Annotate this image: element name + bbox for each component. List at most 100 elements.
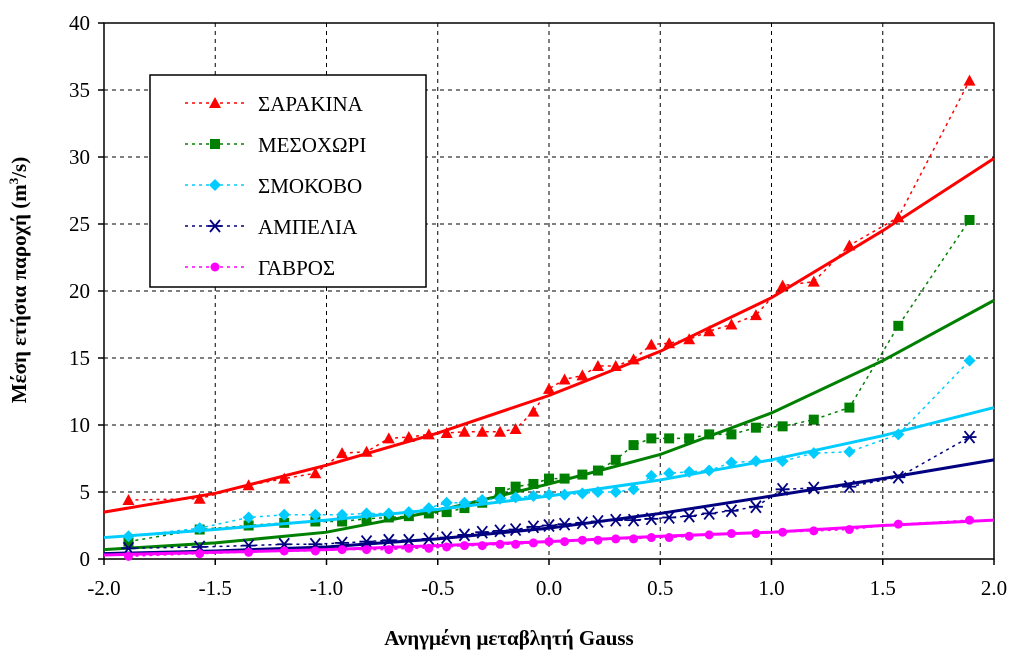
series-triangle-point [122,494,135,506]
series-asterisk-point [682,509,697,523]
asterisk-stroke [527,520,540,534]
series-asterisk-point [381,533,396,547]
series-circle-point [965,515,975,525]
series-circle-point [809,526,819,536]
asterisk-stroke [209,219,221,233]
series-diamond-point [440,496,453,509]
asterisk-stroke [703,506,715,521]
legend-diamond-swatch-marker [209,179,221,191]
series-circle-point [404,543,414,553]
series-asterisk-point [526,520,541,534]
series-circle-point [593,535,603,545]
series-circle-point [629,534,639,544]
asterisk-stroke [576,516,589,530]
series-asterisk-point [475,525,490,539]
series-triangle-point [627,353,640,365]
series-triangle-point [336,447,349,459]
series-triangle-point [494,425,507,437]
series-asterisk-point [508,522,523,537]
asterisk-stroke [610,513,622,527]
y-tick-label: 30 [69,145,90,169]
series-asterisk-point [542,518,556,533]
legend-square-label: ΜΕΣΟΧΩΡΙ [258,133,366,157]
series-asterisk-point [962,430,977,444]
series-diamond-point [458,496,471,509]
series-diamond-point [336,508,349,521]
series-circle-point [560,537,570,547]
series-circle-point [244,547,254,557]
series-diamond-point [963,354,976,367]
legend-circle-label: ΓΑΒΡΟΣ [258,256,335,280]
series-square-point [808,414,819,425]
series-circle-point [893,519,903,529]
series-circle-point [459,541,469,551]
series-triangle-point [963,74,976,86]
series-triangle-point [703,325,716,337]
series-square-point [610,454,621,465]
series-triangle-point [807,275,820,287]
series-triangle-point [458,425,471,437]
series-diamond-point [843,445,856,458]
series-triangle-point [558,373,571,385]
series-diamond-point [776,455,789,468]
series-triangle-point [193,492,206,504]
series-square-point [337,516,348,527]
x-tick-label: 0.0 [536,576,562,600]
series-triangle-point [382,432,395,444]
series-circle-point [279,546,289,556]
series-square-point [684,433,695,444]
series-diamond-point [683,465,696,478]
series-asterisk-point [608,513,623,527]
series-square-point [964,214,975,225]
series-square-point [441,507,452,518]
series-diamond-point [382,507,395,520]
series-asterisk-point [626,513,641,527]
series-diamond-point [591,486,604,498]
series-square-point [592,465,603,476]
y-tick-label: 15 [69,346,90,370]
series-diamond-point [627,483,640,496]
x-tick-label: 1.0 [758,576,784,600]
asterisk-stroke [360,535,373,549]
series-diamond-point [422,502,435,515]
series-triangle-point [527,405,540,417]
series-diamond-point [558,488,571,501]
series-square-point [726,429,737,440]
series-triangle-point [543,382,555,394]
series-circle-point [424,543,434,553]
y-tick-label: 25 [69,212,90,236]
series-diamond-point [122,530,135,543]
series-square-point [844,402,855,413]
x-tick-label: 1.5 [870,576,896,600]
series-circle-point [477,541,487,551]
asterisk-stroke [558,517,571,531]
asterisk-stroke [892,470,905,484]
y-tick-label: 40 [69,11,90,35]
y-tick-label: 20 [69,279,90,303]
series-circle-point [123,551,133,561]
series-asterisk-point [842,480,857,494]
series-square-point [495,487,506,497]
series-square-point [577,469,588,480]
series-circle-point [528,538,538,548]
series-asterisk-point [421,532,436,546]
series-asterisk-point [806,481,821,495]
series-asterisk-point [401,533,416,547]
series-circle-point [684,531,694,541]
series-triangle-point [683,333,696,345]
series-square-point [664,433,675,444]
series-diamond-point [242,511,255,524]
series-square-point [510,481,521,492]
series-circle-point [337,545,347,555]
series-circle-point [751,529,761,539]
series-circle-point [646,533,656,543]
x-tick-label: 2.0 [981,576,1007,600]
series-triangle-point [422,428,435,440]
series-diamond-point [807,447,820,460]
series-circle-point [664,533,674,543]
series-triangle-point [440,427,453,439]
y-axis-label: Μέση ετήσια παροχή (m3/s) [6,156,31,404]
legend-triangle-label: ΣΑΡΑΚΙΝΑ [258,92,364,116]
x-axis-label: Ανηγμένη μεταβλητή Gauss [384,626,634,650]
legend-circle-swatch-marker [210,262,220,272]
